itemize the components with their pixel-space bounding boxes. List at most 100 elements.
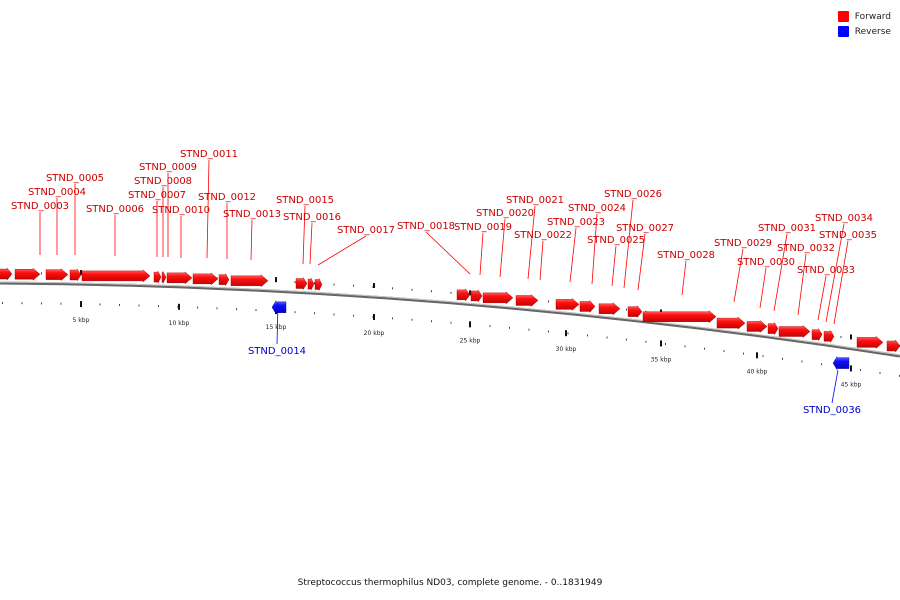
gene-label[interactable]: STND_0011 [180,149,238,160]
gene-label[interactable]: STND_0016 [283,212,341,223]
gene-arrow-forward[interactable] [778,325,811,338]
gene-track [0,267,900,371]
tick-major-bottom [660,340,662,347]
tick-minor-bottom [782,357,783,360]
tick-minor-bottom [294,311,296,314]
gene-arrow-reverse[interactable] [271,300,287,315]
gene-label[interactable]: STND_0030 [737,257,795,268]
tick-minor-top [548,300,549,303]
gene-arrow-forward[interactable] [767,321,779,336]
gene-arrow-forward[interactable] [45,268,69,282]
gene-label[interactable]: STND_0036 [803,405,861,416]
gene-arrow-forward[interactable] [0,267,13,281]
gene-leader-line [637,233,646,291]
gene-label[interactable]: STND_0003 [11,201,69,212]
tick-minor-top [626,308,627,311]
gene-label[interactable]: STND_0025 [587,235,645,246]
gene-arrow-forward[interactable] [515,294,539,307]
tick-minor-bottom [723,350,725,353]
gene-leader-line [797,253,807,316]
tick-minor-bottom [158,305,159,308]
gene-label[interactable]: STND_0034 [815,213,873,224]
gene-leader-line [817,275,827,321]
tick-minor-top [314,282,315,285]
gene-label[interactable]: STND_0033 [797,265,855,276]
gene-label[interactable]: STND_0008 [134,176,192,187]
gene-arrow-forward[interactable] [69,268,82,282]
gene-arrow-forward[interactable] [230,274,269,288]
gene-arrow-forward[interactable] [579,299,596,313]
gene-arrow-forward[interactable] [811,327,823,342]
gene-label[interactable]: STND_0022 [514,230,572,241]
gene-arrow-forward[interactable] [307,277,315,291]
scale-label: 15 kbp [266,324,287,331]
genome-backbone [0,281,900,358]
gene-arrow-forward[interactable] [166,271,193,285]
gene-arrow-forward[interactable] [482,291,514,305]
tick-minor-bottom [587,334,588,337]
gene-arrow-forward[interactable] [14,267,41,281]
gene-label[interactable]: STND_0015 [276,195,334,206]
backbone-highlight [0,281,900,356]
tick-minor-bottom [606,336,608,339]
gene-arrow-forward[interactable] [153,271,162,284]
tick-minor-bottom [2,302,3,305]
gene-label[interactable]: STND_0009 [139,162,197,173]
gene-arrow-forward[interactable] [192,272,219,286]
gene-label[interactable]: STND_0024 [568,203,626,214]
gene-arrow-forward[interactable] [456,288,471,302]
tick-minor-bottom [860,368,861,371]
gene-label[interactable]: STND_0029 [714,238,772,249]
tick-minor-bottom [489,325,491,328]
gene-label[interactable]: STND_0019 [454,222,512,233]
gene-arrow-forward[interactable] [716,316,746,330]
gene-label[interactable]: STND_0010 [152,205,210,216]
gene-arrow-reverse[interactable] [832,355,850,371]
gene-leader-line [591,213,598,285]
gene-arrow-forward[interactable] [598,302,621,316]
gene-label[interactable]: STND_0007 [128,190,186,201]
tick-minor-bottom [41,302,42,305]
gene-label[interactable]: STND_0021 [506,195,564,206]
gene-arrow-forward[interactable] [746,320,768,333]
scale-label: 25 kbp [460,337,481,344]
legend-reverse: Reverse [837,24,891,39]
gene-label[interactable]: STND_0027 [616,223,674,234]
gene-arrow-forward[interactable] [81,269,151,283]
tick-minor-top [41,272,42,275]
gene-leader-line [206,159,210,259]
gene-arrow-forward[interactable] [823,329,835,344]
gene-label[interactable]: STND_0023 [547,217,605,228]
gene-label[interactable]: STND_0026 [604,189,662,200]
gene-label[interactable]: STND_0014 [248,346,306,357]
scale-label: 35 kbp [651,356,672,363]
gene-label[interactable]: STND_0006 [86,204,144,215]
gene-label[interactable]: STND_0020 [476,208,534,219]
gene-arrow-forward[interactable] [886,339,900,353]
gene-arrow-forward[interactable] [470,289,483,303]
gene-arrow-forward[interactable] [555,297,580,311]
gene-label[interactable]: STND_0012 [198,192,256,203]
gene-label[interactable]: STND_0018 [397,221,455,232]
gene-arrow-forward[interactable] [161,271,167,284]
tick-minor-bottom [333,313,335,316]
tick-minor-bottom [314,312,315,315]
gene-label[interactable]: STND_0028 [657,250,715,261]
gene-label[interactable]: STND_0032 [777,243,835,254]
tick-minor-bottom [684,345,686,348]
tick-minor-bottom [665,343,666,346]
tick-minor-bottom [138,304,140,307]
gene-arrow-forward[interactable] [295,276,308,291]
gene-label[interactable]: STND_0013 [223,209,281,220]
gene-label[interactable]: STND_0005 [46,173,104,184]
gene-arrow-forward[interactable] [642,310,717,324]
gene-arrow-forward[interactable] [856,335,884,349]
gene-arrow-forward[interactable] [218,272,230,287]
gene-label[interactable]: STND_0031 [758,223,816,234]
gene-arrow-forward[interactable] [627,305,643,319]
gene-arrow-forward[interactable] [314,278,323,291]
gene-label[interactable]: STND_0004 [28,187,86,198]
gene-label[interactable]: STND_0035 [819,230,877,241]
gene-label[interactable]: STND_0017 [337,225,395,236]
gene-leader-line [759,267,767,309]
